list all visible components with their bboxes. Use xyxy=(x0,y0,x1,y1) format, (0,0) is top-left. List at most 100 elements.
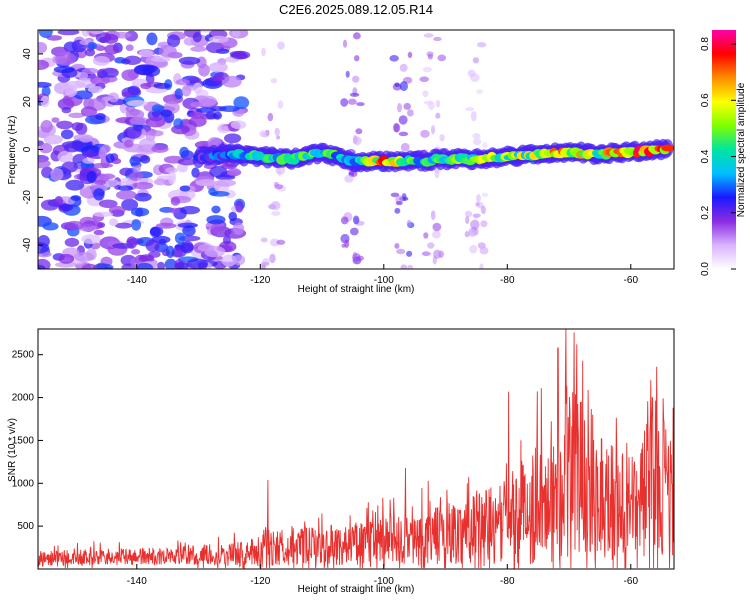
streak-blob xyxy=(406,109,414,117)
streak-blob xyxy=(422,66,432,73)
snr-panel: -140 -120 -100 -80 -60 500 1000 1500 2000 2500 H… xyxy=(7,328,675,595)
noise-blob xyxy=(231,50,251,60)
streak-blob xyxy=(422,251,430,257)
streak-blob xyxy=(406,250,413,257)
noise-blob xyxy=(43,134,63,145)
streak-blob xyxy=(468,229,477,234)
noise-blob xyxy=(124,126,142,139)
streak-blob xyxy=(274,184,284,190)
noise-blob xyxy=(50,167,64,181)
noise-blob xyxy=(208,62,228,73)
noise-blob xyxy=(198,63,210,77)
y-tick-label: -20 xyxy=(22,190,33,205)
streak-blob xyxy=(352,134,358,144)
noise-blob xyxy=(42,222,59,231)
noise-blob xyxy=(65,179,85,191)
noise-blob xyxy=(206,215,226,225)
noise-blob xyxy=(87,85,103,94)
noise-blob xyxy=(156,261,165,269)
noise-blob xyxy=(211,205,221,214)
streak-blob xyxy=(352,75,360,83)
noise-blob xyxy=(74,252,95,262)
noise-blob xyxy=(217,125,232,132)
snr-x-axis-label: Height of straight line (km) xyxy=(298,584,415,595)
streak-blob xyxy=(395,201,403,206)
streak-blob xyxy=(480,220,488,228)
noise-blob xyxy=(40,95,50,108)
colorbar-tick-label: 0.4 xyxy=(700,149,711,163)
noise-blob xyxy=(92,263,114,269)
noise-blob xyxy=(153,178,167,186)
noise-blob xyxy=(116,180,133,186)
streak-blob xyxy=(476,193,481,203)
noise-blob xyxy=(188,116,207,127)
noise-blob xyxy=(232,254,246,266)
streak-blob xyxy=(437,54,447,62)
streak-blob xyxy=(269,238,280,247)
noise-blob xyxy=(148,130,164,137)
noise-blob xyxy=(222,235,231,245)
streak-blob xyxy=(269,253,276,264)
noise-blob xyxy=(164,258,177,269)
spectrogram-y-ticks: -40 -20 0 20 40 xyxy=(22,48,43,252)
noise-blob xyxy=(108,218,119,227)
noise-blob xyxy=(145,239,160,252)
noise-blob xyxy=(195,107,217,113)
streak-blob xyxy=(423,232,429,239)
streak-blob xyxy=(479,246,489,255)
noise-blob xyxy=(102,173,115,180)
streak-blob xyxy=(467,69,476,77)
noise-blob xyxy=(46,35,62,41)
noise-blob xyxy=(170,196,181,206)
noise-blob xyxy=(165,245,175,258)
noise-blob xyxy=(155,222,177,229)
noise-blob xyxy=(174,232,186,244)
x-tick-label: -140 xyxy=(127,576,147,587)
streak-blob xyxy=(274,127,280,136)
noise-blob xyxy=(131,219,142,231)
ridge-blob xyxy=(661,144,674,152)
streak-blob xyxy=(356,102,365,107)
noise-blob xyxy=(38,158,51,169)
noise-blob xyxy=(57,30,80,36)
noise-blob xyxy=(179,185,191,192)
streak-blob xyxy=(349,92,360,97)
noise-blob xyxy=(150,226,164,237)
noise-blob xyxy=(80,106,98,117)
figure-title: C2E6.2025.089.12.05.R14 xyxy=(279,2,433,17)
noise-blob xyxy=(178,56,201,65)
streak-blob xyxy=(352,32,361,40)
colorbar-tick-label: 0.8 xyxy=(700,37,711,51)
streak-blob xyxy=(347,98,357,105)
noise-blob xyxy=(107,92,120,103)
streak-blob xyxy=(276,239,286,245)
streak-blob xyxy=(464,231,470,238)
x-tick-label: -120 xyxy=(250,275,270,286)
noise-blob xyxy=(190,46,207,52)
streak-blob xyxy=(398,115,408,125)
noise-blob xyxy=(209,35,229,44)
noise-blob xyxy=(189,111,206,119)
noise-blob xyxy=(140,82,152,90)
spectrogram-marks xyxy=(38,30,674,269)
noise-blob xyxy=(197,244,216,252)
noise-blob xyxy=(82,157,95,164)
noise-blob xyxy=(135,146,157,155)
noise-blob xyxy=(93,229,105,236)
noise-blob xyxy=(182,225,196,237)
x-tick-label: -60 xyxy=(624,275,639,286)
noise-blob xyxy=(91,162,114,169)
x-tick-label: -120 xyxy=(250,576,270,587)
noise-blob xyxy=(128,109,140,116)
streak-blob xyxy=(433,249,442,259)
snr-y-ticks: 500 1000 1500 2000 2500 xyxy=(12,350,43,532)
noise-blob xyxy=(167,34,181,48)
streak-blob xyxy=(271,211,281,216)
streak-blob xyxy=(419,76,429,83)
noise-blob xyxy=(103,33,119,44)
noise-blob xyxy=(128,171,144,182)
streak-blob xyxy=(472,57,480,64)
noise-blob xyxy=(139,138,156,149)
streak-blob xyxy=(355,128,363,135)
y-tick-label: 1500 xyxy=(12,435,35,446)
